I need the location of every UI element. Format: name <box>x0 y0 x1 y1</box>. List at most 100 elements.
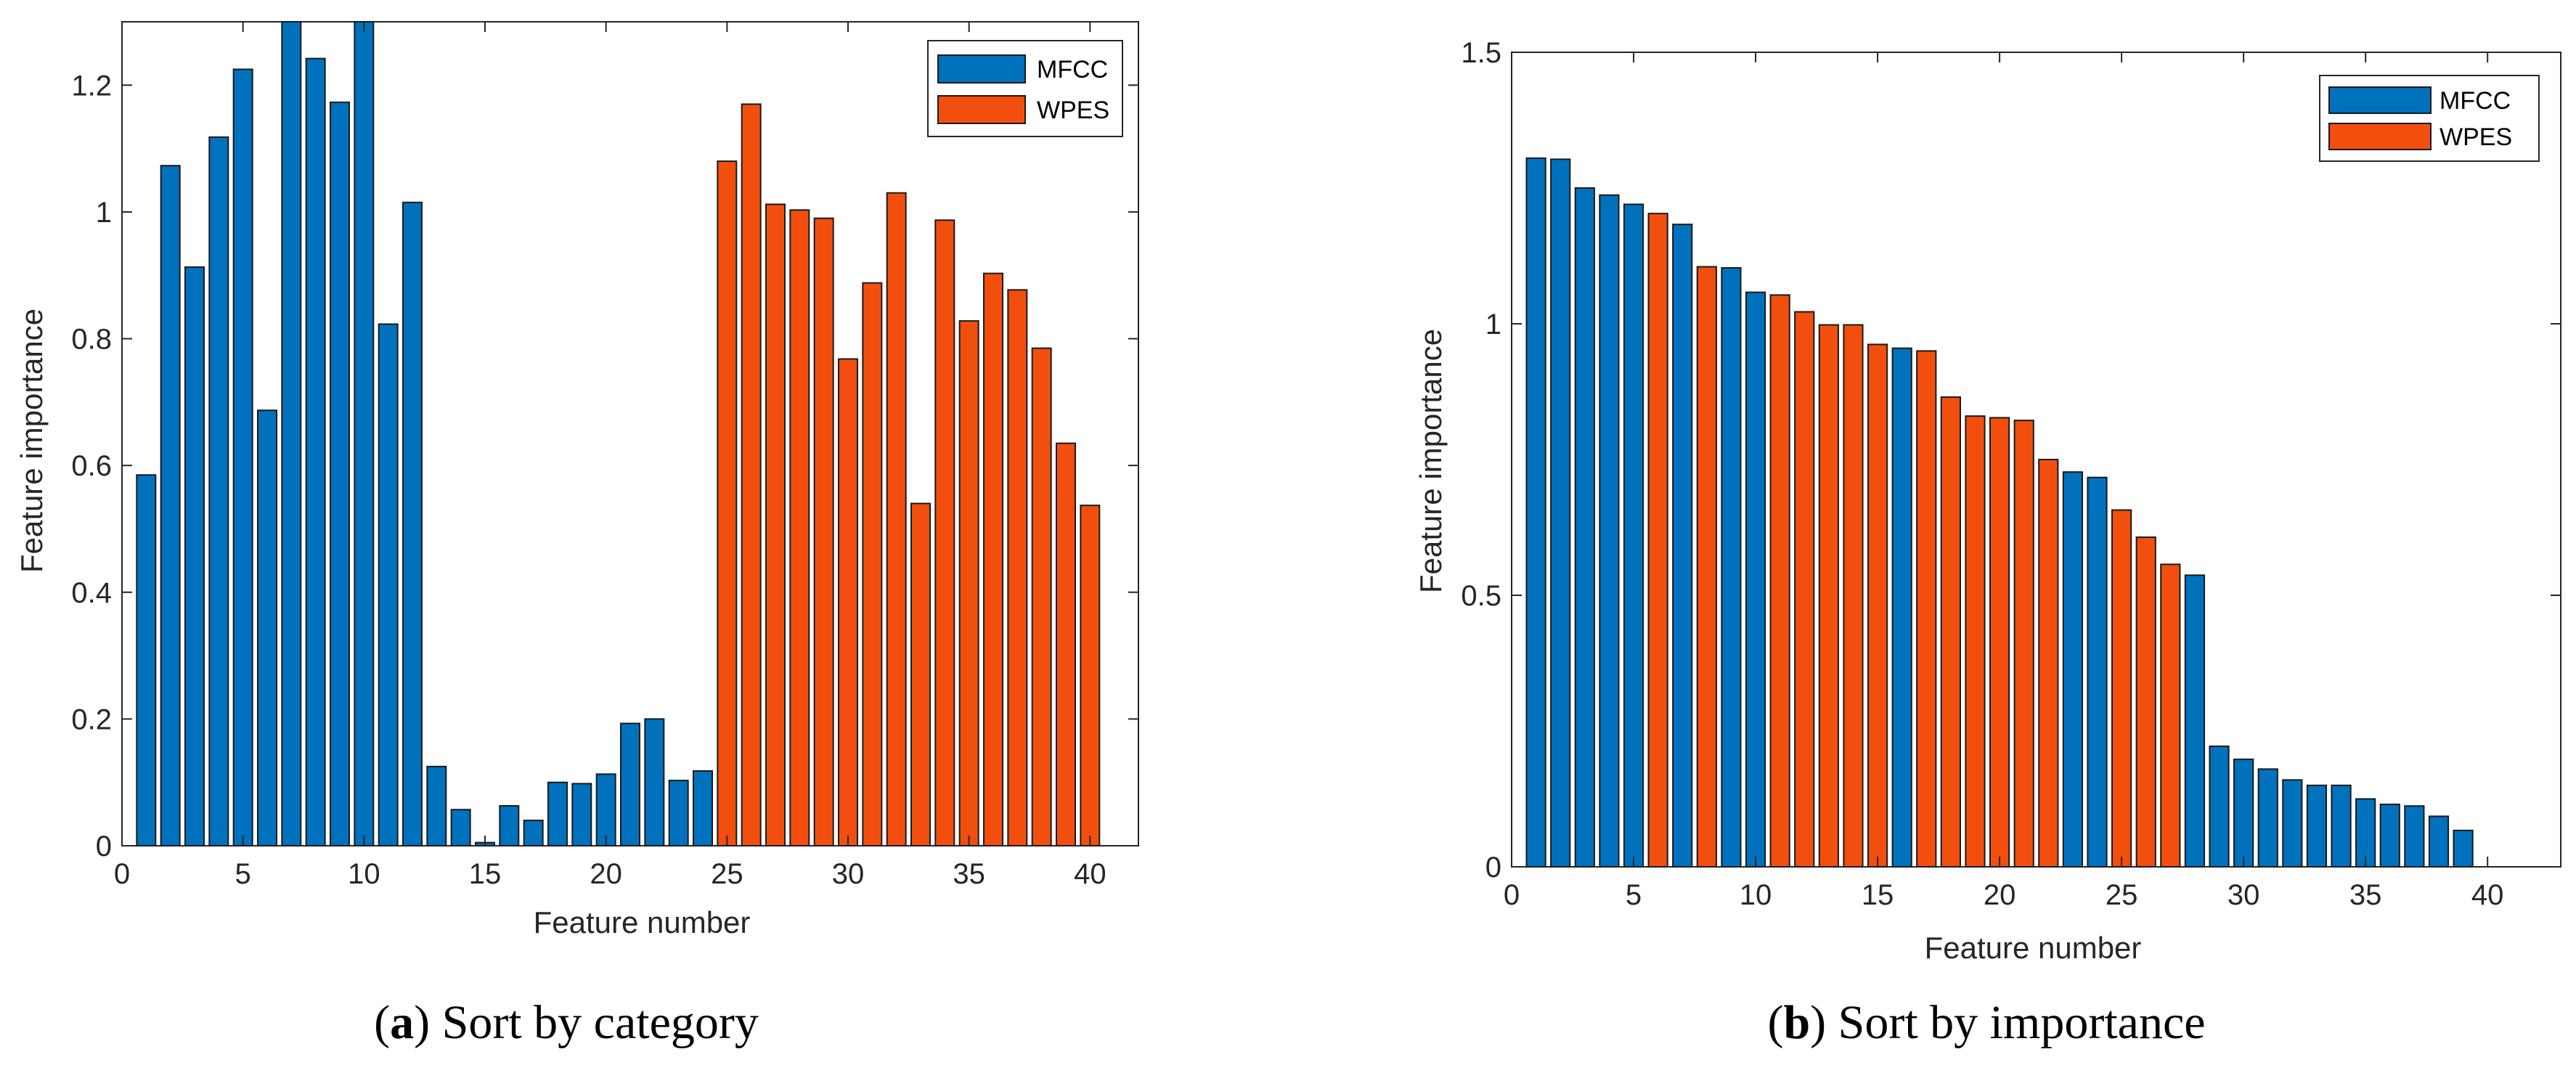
panel-b-bar-5 <box>1623 203 1644 868</box>
panel-b-bar-10 <box>1745 291 1766 868</box>
panel-a-caption-open: ( <box>374 996 390 1049</box>
panel-b-bar-27 <box>2160 563 2181 868</box>
panel-a-bar-33 <box>910 502 931 846</box>
panel-a: 0 5 10 15 20 25 30 35 40 0 0.2 0.4 0.6 0.8 1 1.2 Featu… <box>15 21 1139 1049</box>
panel-a-x-tick-label-30: 30 <box>832 858 865 890</box>
panel-a-caption-close: ) <box>414 996 430 1049</box>
panel-b-x-tick-label-30: 30 <box>2227 879 2260 911</box>
panel-a-legend-label-mfcc: MFCC <box>1037 56 1108 83</box>
panel-b-bar-34 <box>2331 784 2352 868</box>
panel-b-bar-17 <box>1916 350 1937 868</box>
panel-a-bar-9 <box>330 101 350 846</box>
panel-a-bar-25 <box>717 160 738 846</box>
panel-b-x-tick-label-20: 20 <box>1984 879 2016 911</box>
panel-a-bar-10 <box>354 21 375 846</box>
panel-a-x-tick-label-25: 25 <box>711 858 743 890</box>
panel-b-bars <box>1525 157 2474 868</box>
panel-b-bar-31 <box>2257 768 2278 868</box>
panel-b-caption-open: ( <box>1767 996 1783 1049</box>
panel-b-legend-label-mfcc: MFCC <box>2440 87 2511 115</box>
panel-b-bar-19 <box>1965 415 1986 868</box>
panel-b-caption-text: Sort by importance <box>1826 996 2205 1049</box>
panel-a-caption: (a) Sort by category <box>374 996 759 1049</box>
panel-b-legend: MFCC WPES <box>2319 75 2540 162</box>
panel-a-y-tick-label-0: 0 <box>96 831 112 862</box>
panel-b-y-tick-label-1: 0.5 <box>1461 580 1501 612</box>
panel-b-legend-label-wpes: WPES <box>2440 123 2512 151</box>
panel-b-bar-32 <box>2282 779 2303 868</box>
panel-b-plot-frame <box>1511 52 2561 868</box>
panel-b-x-tick-label-10: 10 <box>1740 879 1772 911</box>
panel-a-bar-14 <box>450 809 471 846</box>
panel-a-legend: MFCC WPES <box>927 40 1123 137</box>
panel-a-x-tick-label-20: 20 <box>590 858 622 890</box>
panel-b-bar-21 <box>2013 420 2034 868</box>
panel-a-bar-11 <box>378 323 399 846</box>
panel-a-bar-8 <box>305 57 326 846</box>
panel-a-bar-22 <box>644 718 665 846</box>
panel-b-bar-33 <box>2306 784 2328 868</box>
panel-a-y-tick-label-2: 0.4 <box>71 577 112 609</box>
panel-b-y-label: Feature importance <box>1414 329 1448 593</box>
panel-a-bar-29 <box>813 217 834 846</box>
panel-a-x-label: Feature number <box>534 905 751 939</box>
panel-b-bar-2 <box>1550 158 1571 868</box>
panel-a-bar-36 <box>983 272 1003 846</box>
panel-b-bar-29 <box>2209 745 2230 868</box>
panel-a-x-tick-label-35: 35 <box>953 858 985 890</box>
panel-a-bar-19 <box>571 783 592 846</box>
panel-b-x-ticks: 0 5 10 15 20 25 30 35 40 <box>1504 52 2504 911</box>
panel-a-bar-23 <box>668 780 689 846</box>
panel-b-y-ticks: 0 0.5 1 1.5 <box>1461 37 2561 884</box>
panel-a-bar-1 <box>136 474 157 846</box>
panel-a-bars <box>136 21 1101 847</box>
panel-a-y-tick-label-3: 0.6 <box>71 450 112 482</box>
panel-a-bar-20 <box>595 773 616 846</box>
panel-b-x-tick-label-25: 25 <box>2106 879 2138 911</box>
panel-a-bar-39 <box>1056 442 1076 846</box>
panel-a-x-tick-label-15: 15 <box>469 858 502 890</box>
panel-a-x-tick-label-0: 0 <box>114 858 130 890</box>
panel-a-y-tick-label-5: 1 <box>96 197 112 229</box>
panel-a-bar-16 <box>499 805 520 846</box>
panel-a-x-tick-label-40: 40 <box>1074 858 1106 890</box>
panel-a-bar-4 <box>208 136 229 846</box>
panel-b-bar-9 <box>1721 266 1742 868</box>
panel-b: 0 5 10 15 20 25 30 35 40 0 0.5 1 1.5 Feature number… <box>1414 37 2561 1049</box>
panel-a-bar-26 <box>741 103 762 846</box>
panel-a-bar-2 <box>160 165 181 846</box>
panel-b-x-tick-label-40: 40 <box>2471 879 2504 911</box>
panel-a-x-tick-label-10: 10 <box>348 858 380 890</box>
panel-b-y-tick-label-2: 1 <box>1485 309 1501 340</box>
panel-a-legend-swatch-mfcc <box>937 54 1026 83</box>
panel-a-bar-7 <box>281 21 302 846</box>
panel-b-legend-swatch-mfcc <box>2328 86 2432 114</box>
panel-b-bar-28 <box>2184 574 2206 868</box>
panel-a-bar-17 <box>523 820 544 846</box>
panel-b-bar-13 <box>1818 324 1839 868</box>
panel-b-bar-38 <box>2428 815 2450 868</box>
panel-b-bar-18 <box>1940 396 1961 868</box>
panel-a-bar-35 <box>958 320 979 846</box>
panel-b-caption-letter: b <box>1783 996 1810 1049</box>
panel-a-bar-38 <box>1031 347 1052 846</box>
panel-a-caption-letter: a <box>390 996 414 1049</box>
panel-a-y-ticks: 0 0.2 0.4 0.6 0.8 1 1.2 <box>71 70 1138 862</box>
panel-a-bar-28 <box>789 209 810 846</box>
panel-a-bar-32 <box>886 192 907 847</box>
panel-b-bar-26 <box>2135 536 2156 868</box>
panel-b-bar-23 <box>2062 471 2084 868</box>
panel-a-bar-13 <box>426 765 447 846</box>
panel-b-bar-35 <box>2355 798 2376 868</box>
panel-a-legend-swatch-wpes <box>937 95 1026 124</box>
panel-b-y-tick-label-0: 0 <box>1485 852 1501 884</box>
panel-b-bar-39 <box>2453 829 2474 868</box>
panel-a-legend-label-wpes: WPES <box>1037 97 1109 124</box>
panel-b-bar-24 <box>2087 476 2108 868</box>
panel-a-bar-30 <box>838 358 858 847</box>
panel-a-x-tick-label-5: 5 <box>235 858 251 890</box>
panel-b-x-tick-label-5: 5 <box>1626 879 1642 911</box>
panel-b-bar-14 <box>1843 324 1864 868</box>
panel-b-x-label: Feature number <box>1925 931 2142 965</box>
